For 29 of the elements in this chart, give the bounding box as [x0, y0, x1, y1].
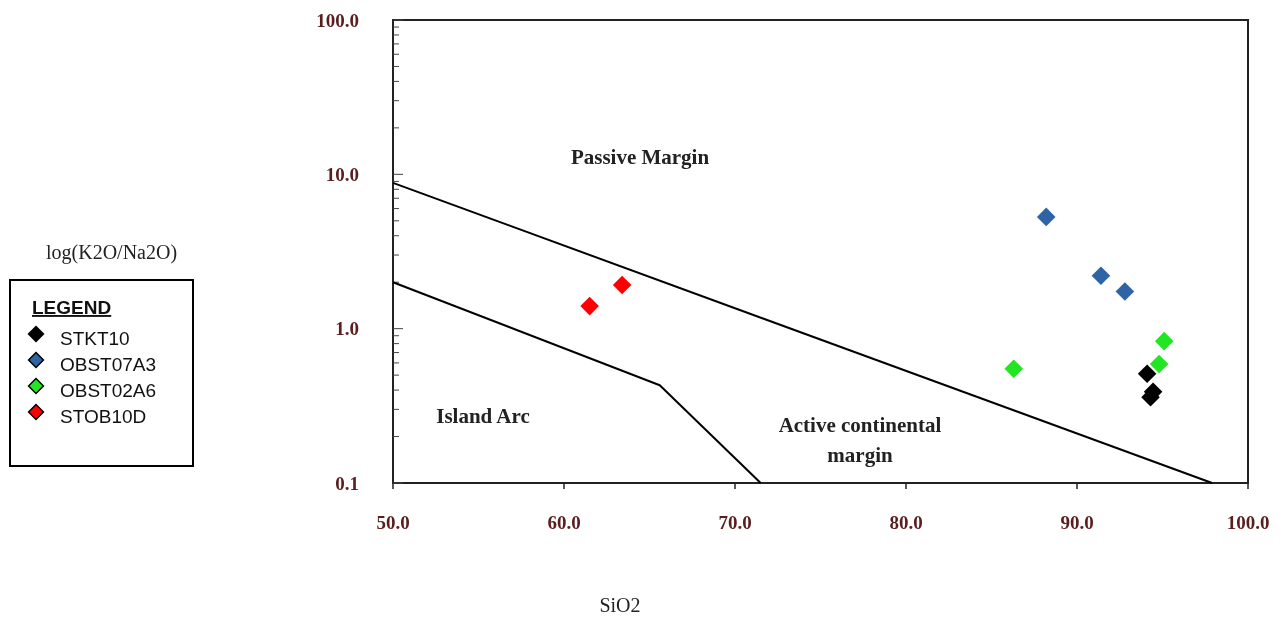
point — [1154, 331, 1174, 351]
point — [1137, 364, 1157, 384]
x-tick-label: 50.0 — [376, 512, 410, 533]
y-tick-label: 100.0 — [316, 9, 359, 31]
x-tick-label: 60.0 — [547, 512, 581, 533]
x-axis-title: SiO2 — [599, 594, 641, 616]
legend-label: STOB10D — [60, 405, 147, 427]
point — [1115, 282, 1135, 301]
y-tick-label: 1.0 — [335, 318, 359, 340]
point — [1091, 266, 1111, 286]
legend-label: STKT10 — [60, 327, 130, 349]
x-tick-label: 80.0 — [889, 512, 923, 533]
legend-label: OBST07A3 — [60, 353, 157, 375]
point — [1004, 359, 1024, 379]
x-tick-label: 100.0 — [1226, 512, 1270, 533]
point — [612, 275, 632, 295]
legend-title: LEGEND — [32, 297, 112, 318]
y-tick-label: 0.1 — [335, 472, 359, 494]
x-tick-label: 90.0 — [1060, 512, 1094, 533]
annotation: Active continental margin — [778, 413, 942, 467]
annotation: Island Arc — [436, 404, 530, 429]
point — [1036, 207, 1056, 227]
y-tick-label: 10.0 — [325, 163, 359, 185]
point — [1149, 354, 1169, 374]
text: log(K2O/Na2O) — [46, 241, 178, 264]
x-tick-label: 70.0 — [718, 512, 752, 533]
annotation: Passive Margin — [570, 145, 710, 170]
legend-label: OBST02A6 — [60, 379, 157, 401]
point — [580, 296, 599, 316]
